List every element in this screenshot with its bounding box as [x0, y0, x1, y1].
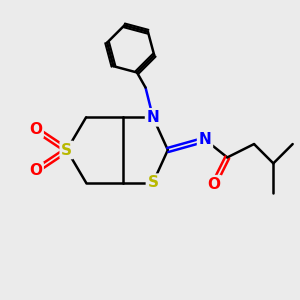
Text: S: S	[148, 175, 158, 190]
Text: O: O	[29, 122, 42, 137]
Text: N: N	[199, 132, 212, 147]
Text: O: O	[207, 177, 220, 192]
Text: S: S	[61, 142, 72, 158]
Text: N: N	[147, 110, 159, 125]
Text: O: O	[29, 163, 42, 178]
